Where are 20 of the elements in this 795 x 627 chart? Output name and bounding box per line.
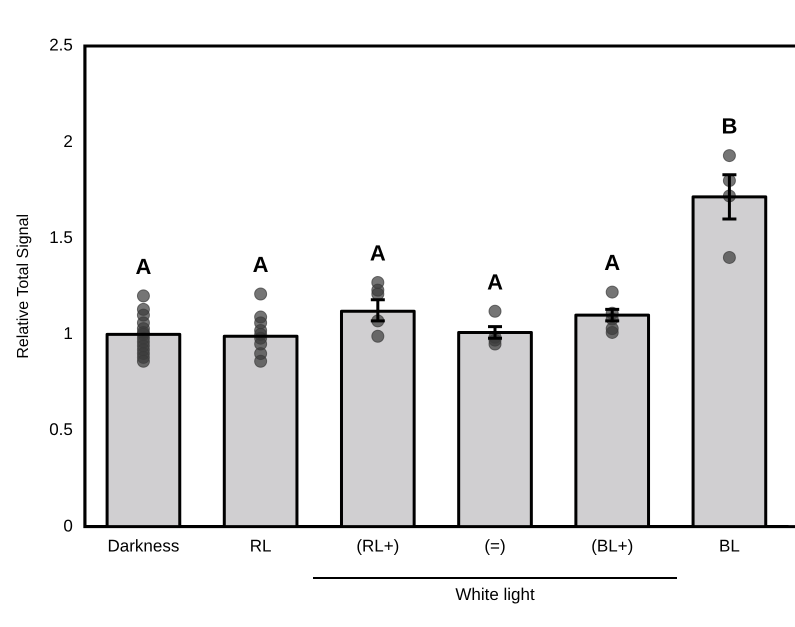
y-tick-label: 1.5	[49, 228, 73, 247]
y-tick-label: 0.5	[49, 420, 73, 440]
annotation: A	[252, 252, 269, 278]
annotation: A	[487, 269, 504, 294]
y-axis-title: Relative Total Signal	[15, 214, 32, 359]
x-tick-label: (=)	[484, 536, 506, 556]
y-tick-label: 0	[63, 516, 73, 536]
x-tick-label: (BL+)	[591, 536, 634, 556]
y-tick-label: 1	[63, 324, 73, 344]
annotation: B	[721, 114, 738, 139]
y-tick-label: 2	[63, 132, 73, 151]
x-tick-label: RL	[250, 536, 272, 556]
y-tick-label: 2.5	[49, 36, 73, 55]
annotation: A	[370, 240, 386, 266]
x-tick-label: BL	[719, 536, 740, 556]
x-tick-label: (RL+)	[356, 536, 400, 556]
text: White light	[455, 584, 535, 605]
annotation: A	[604, 250, 620, 276]
x-tick-label: Darkness	[108, 536, 180, 556]
annotation: A	[135, 254, 152, 279]
